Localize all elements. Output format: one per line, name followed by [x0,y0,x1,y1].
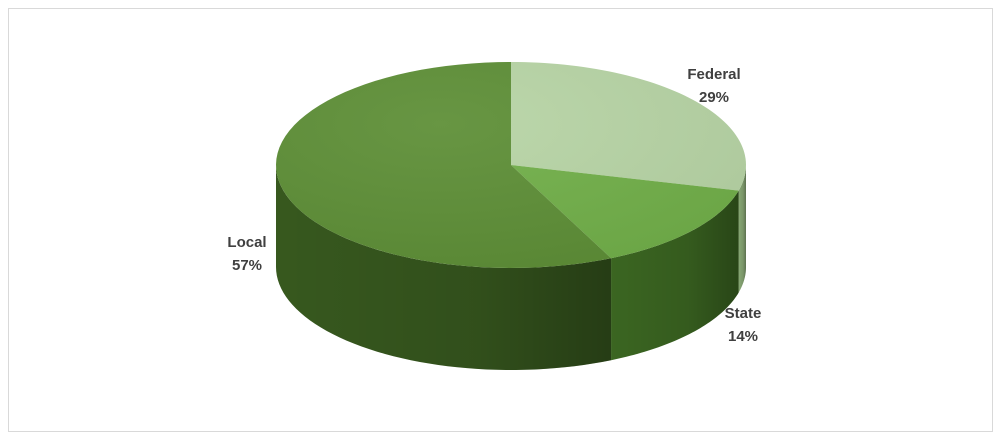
label-federal-name: Federal [687,66,740,83]
pie-labels: Federal 29% State 14% Local 57% [227,66,761,345]
label-local-percent: 57% [232,257,262,274]
pie-tops [276,62,746,268]
label-federal-percent: 29% [699,89,729,106]
label-local-name: Local [227,234,266,251]
label-state-percent: 14% [728,328,758,345]
label-state-name: State [725,305,762,322]
